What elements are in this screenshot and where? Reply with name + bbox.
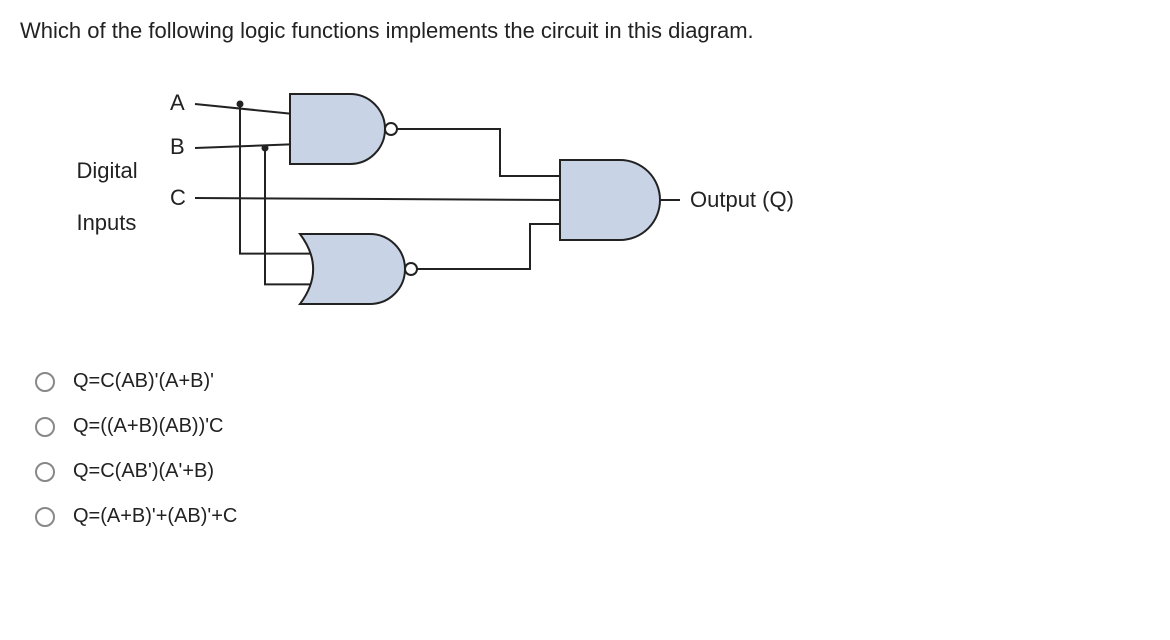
option-1[interactable]: Q=C(AB)'(A+B)' — [35, 370, 237, 393]
radio-icon — [35, 372, 55, 392]
option-1-text: Q=C(AB)'(A+B)' — [73, 370, 214, 393]
option-3[interactable]: Q=C(AB')(A'+B) — [35, 460, 237, 483]
canvas: Which of the following logic functions i… — [0, 0, 1170, 640]
option-2[interactable]: Q=((A+B)(AB))'C — [35, 415, 237, 438]
option-3-text: Q=C(AB')(A'+B) — [73, 460, 214, 483]
radio-icon — [35, 462, 55, 482]
option-4-text: Q=(A+B)'+(AB)'+C — [73, 505, 237, 528]
radio-icon — [35, 507, 55, 527]
answer-options: Q=C(AB)'(A+B)' Q=((A+B)(AB))'C Q=C(AB')(… — [35, 370, 237, 550]
option-4[interactable]: Q=(A+B)'+(AB)'+C — [35, 505, 237, 528]
radio-icon — [35, 417, 55, 437]
option-2-text: Q=((A+B)(AB))'C — [73, 415, 224, 438]
